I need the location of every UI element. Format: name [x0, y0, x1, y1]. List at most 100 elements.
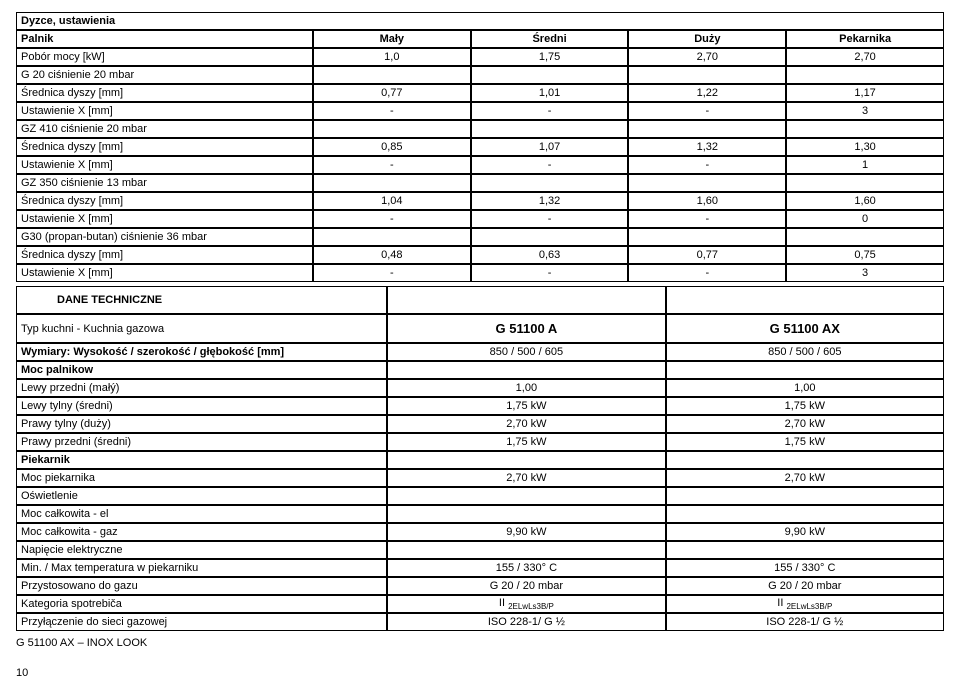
table1-label-cell: G 20 ciśnienie 20 mbar	[16, 66, 313, 84]
table2-value-cell: ISO 228-1/ G ½	[666, 613, 944, 631]
table2-label-cell: Moc całkowita - el	[16, 505, 387, 523]
table1-value-cell	[313, 66, 471, 84]
table1-value-cell	[313, 120, 471, 138]
table1-value-cell: 2,70	[786, 48, 944, 66]
table1-title: Dyzce, ustawienia	[16, 12, 944, 30]
table1-value-cell: -	[628, 102, 786, 120]
table1-value-cell: -	[313, 156, 471, 174]
table2-label-cell: Moc piekarnika	[16, 469, 387, 487]
table2-value-cell: II 2ELwLs3B/P	[666, 595, 944, 613]
table1-value-cell: 0,77	[628, 246, 786, 264]
table1-value-cell: 1,0	[313, 48, 471, 66]
table1-value-cell: 1,60	[786, 192, 944, 210]
table1-value-cell: 1,22	[628, 84, 786, 102]
table1-value-cell	[471, 120, 629, 138]
table1-label-cell: Ustawienie X [mm]	[16, 102, 313, 120]
table2-value-cell	[387, 541, 665, 559]
table1-value-cell	[628, 66, 786, 84]
table2-value-cell: 1,75 kW	[387, 433, 665, 451]
table1-value-cell: 0,48	[313, 246, 471, 264]
table2-label-cell: Lewy przedni (małý)	[16, 379, 387, 397]
table1-value-cell	[628, 174, 786, 192]
page-number: 10	[16, 667, 944, 679]
table1-value-cell: 2,70	[628, 48, 786, 66]
table2-value-cell: 155 / 330° C	[387, 559, 665, 577]
table2-value-cell	[666, 541, 944, 559]
table1-value-cell	[628, 228, 786, 246]
table1-value-cell	[313, 228, 471, 246]
table2-section-title: DANE TECHNICZNE	[16, 286, 387, 314]
table1-value-cell: -	[471, 156, 629, 174]
table1-value-cell: 3	[786, 102, 944, 120]
table1-label-cell: Średnica dyszy [mm]	[16, 246, 313, 264]
table1-value-cell: -	[628, 156, 786, 174]
table2-label-cell: Prawy tylny (duży)	[16, 415, 387, 433]
table2-label-cell: Wymiary: Wysokość / szerokość / głębokoś…	[16, 343, 387, 361]
table1-value-cell: 1,04	[313, 192, 471, 210]
table1-value-cell: 1,60	[628, 192, 786, 210]
nozzle-settings-table: Dyzce, ustawieniaPalnikMałyŚredniDużyPek…	[16, 12, 944, 282]
table2-value-cell: 850 / 500 / 605	[387, 343, 665, 361]
table1-value-cell: 0,63	[471, 246, 629, 264]
table1-value-cell	[786, 174, 944, 192]
table1-label-cell: Średnica dyszy [mm]	[16, 138, 313, 156]
table2-value-cell: ISO 228-1/ G ½	[387, 613, 665, 631]
table2-value-cell: 1,75 kW	[666, 433, 944, 451]
table1-value-cell: 0	[786, 210, 944, 228]
table2-value-cell: 1,00	[387, 379, 665, 397]
table1-value-cell: -	[471, 264, 629, 282]
table1-header-cell: Mały	[313, 30, 471, 48]
table2-value-cell: 1,75 kW	[387, 397, 665, 415]
table1-label-cell: Średnica dyszy [mm]	[16, 84, 313, 102]
table1-label-cell: Ustawienie X [mm]	[16, 156, 313, 174]
table1-value-cell	[786, 66, 944, 84]
table1-value-cell	[471, 228, 629, 246]
table2-blank-cell	[666, 286, 944, 314]
table2-label-cell: Typ kuchni - Kuchnia gazowa	[16, 314, 387, 343]
table1-label-cell: Ustawienie X [mm]	[16, 264, 313, 282]
table1-header-cell: Średni	[471, 30, 629, 48]
table2-value-cell: II 2ELwLs3B/P	[387, 595, 665, 613]
table1-value-cell	[471, 174, 629, 192]
table1-label-cell: Pobór mocy [kW]	[16, 48, 313, 66]
table2-value-cell	[666, 505, 944, 523]
table2-value-cell	[387, 361, 665, 379]
table1-value-cell: 3	[786, 264, 944, 282]
table2-value-cell: G 20 / 20 mbar	[666, 577, 944, 595]
table1-label-cell: G30 (propan-butan) ciśnienie 36 mbar	[16, 228, 313, 246]
table1-value-cell: 1,07	[471, 138, 629, 156]
table1-value-cell: 1,01	[471, 84, 629, 102]
table1-value-cell: -	[628, 210, 786, 228]
table2-label-cell: Prawy przedni (średni)	[16, 433, 387, 451]
table1-value-cell: 1,17	[786, 84, 944, 102]
table2-label-cell: Moc palnikow	[16, 361, 387, 379]
table2-value-cell	[387, 487, 665, 505]
table2-value-cell: 9,90 kW	[666, 523, 944, 541]
table2-value-cell: 1,75 kW	[666, 397, 944, 415]
table1-label-cell: Średnica dyszy [mm]	[16, 192, 313, 210]
table1-value-cell: 0,77	[313, 84, 471, 102]
table1-value-cell: 1,30	[786, 138, 944, 156]
table1-value-cell: 0,75	[786, 246, 944, 264]
table1-header-cell: Duży	[628, 30, 786, 48]
technical-data-table: DANE TECHNICZNETyp kuchni - Kuchnia gazo…	[16, 286, 944, 631]
table1-label-cell: GZ 410 ciśnienie 20 mbar	[16, 120, 313, 138]
table1-value-cell: 0,85	[313, 138, 471, 156]
table2-value-cell	[387, 451, 665, 469]
table1-value-cell: -	[471, 102, 629, 120]
table2-label-cell: Kategoria spotrebiča	[16, 595, 387, 613]
table2-label-cell: Piekarnik	[16, 451, 387, 469]
table2-value-cell: G 20 / 20 mbar	[387, 577, 665, 595]
table2-blank-cell	[387, 286, 665, 314]
table2-value-cell: 2,70 kW	[666, 415, 944, 433]
table2-value-cell	[387, 505, 665, 523]
table2-label-cell: Moc całkowita - gaz	[16, 523, 387, 541]
table1-value-cell	[786, 120, 944, 138]
table1-value-cell: 1,75	[471, 48, 629, 66]
table1-value-cell: -	[471, 210, 629, 228]
table1-value-cell	[628, 120, 786, 138]
table1-header-cell: Pekarnika	[786, 30, 944, 48]
table2-label-cell: Przystosowano do gazu	[16, 577, 387, 595]
table2-value-cell: 2,70 kW	[666, 469, 944, 487]
table1-value-cell: 1	[786, 156, 944, 174]
